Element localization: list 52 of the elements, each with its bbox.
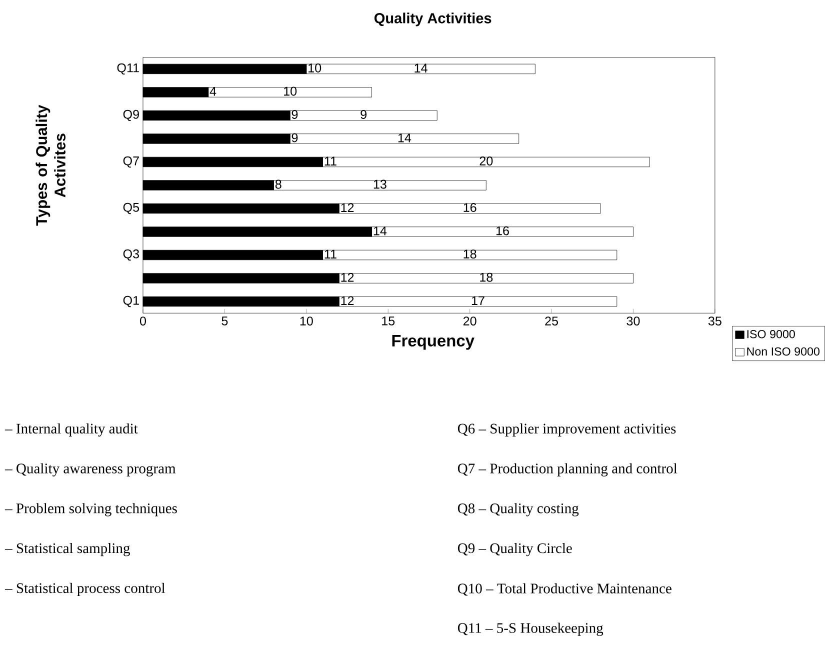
text: Q8 – Quality costing: [458, 503, 579, 516]
data-label: 9: [292, 110, 298, 120]
data-label: 10: [308, 64, 322, 73]
y-axis-title: Types of Quality Activites: [36, 104, 66, 226]
x-tick-label: 25: [545, 316, 558, 326]
data-label: 13: [374, 180, 386, 189]
text: Q9 – Quality Circle: [458, 543, 572, 556]
data-label: 11: [324, 250, 336, 259]
data-label: 14: [398, 134, 412, 142]
text: Q7 – Production planning and control: [458, 463, 678, 477]
text: Q10 – Total Productive Maintenance: [458, 583, 672, 596]
data-label: 16: [464, 203, 476, 212]
text: Q11 – 5-S Housekeeping: [458, 622, 604, 636]
y-tick-label: Q9: [123, 110, 139, 122]
data-label: 8: [275, 180, 282, 189]
text: – Statistical process control: [4, 583, 166, 596]
data-label: 18: [480, 272, 493, 282]
x-tick-label: 20: [463, 316, 476, 326]
text: – Problem solving techniques: [4, 503, 177, 516]
text: – Quality awareness program: [4, 463, 176, 477]
chart-title: Quality Activities: [374, 12, 492, 26]
data-label: 9: [360, 110, 367, 120]
data-label: 9: [292, 133, 298, 142]
data-label: 11: [324, 156, 336, 166]
y-tick-label: Q3: [123, 250, 140, 261]
data-label: 17: [472, 296, 484, 306]
x-tick-label: 30: [626, 316, 640, 326]
x-tick-label: 15: [382, 316, 395, 326]
x-tick-label: 0: [140, 316, 146, 326]
data-label: 4: [210, 87, 216, 96]
data-label: 18: [464, 250, 476, 259]
legend-label: Non ISO 9000: [747, 348, 820, 356]
text: – Statistical sampling: [4, 543, 130, 556]
data-label: 16: [496, 226, 509, 236]
y-tick-label: Q11: [117, 64, 139, 75]
data-label: 14: [414, 64, 428, 73]
data-label: 10: [284, 86, 297, 96]
x-tick-label: 5: [222, 316, 228, 326]
y-tick-label: Q5: [123, 203, 140, 214]
y-tick-label: Q7: [123, 156, 139, 168]
text: Q6 – Supplier improvement activities: [458, 423, 676, 437]
data-label: 12: [341, 273, 354, 282]
y-tick-label: Q1: [123, 296, 139, 308]
x-tick-label: 10: [300, 316, 313, 326]
x-tick-label: 35: [708, 316, 722, 326]
legend-label: ISO 9000: [747, 330, 795, 338]
data-label: 12: [341, 203, 354, 212]
x-axis-title: Frequency: [392, 335, 474, 350]
data-label: 12: [341, 296, 354, 306]
text: – Internal quality audit: [4, 423, 138, 437]
data-label: 14: [374, 226, 387, 236]
data-label: 20: [480, 156, 493, 166]
